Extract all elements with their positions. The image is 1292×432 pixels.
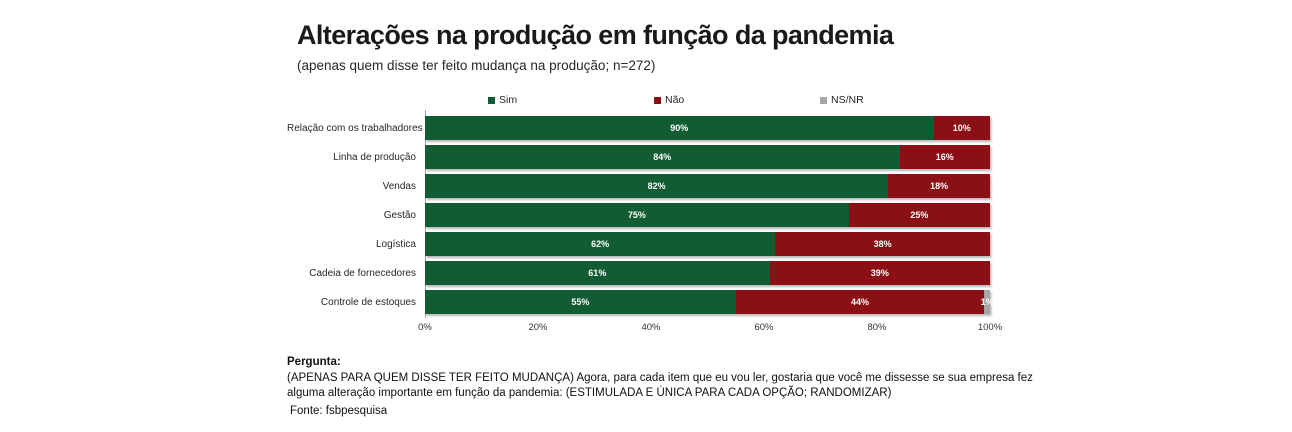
bar-stack: 75% 25% <box>425 203 990 227</box>
bar-value-label: 75% <box>627 210 646 220</box>
bar-value-label: 38% <box>873 239 892 249</box>
bar-segment-no: 18% <box>888 174 990 198</box>
bar-segment-nsnr: 1% <box>981 290 994 314</box>
category-label: Cadeia de fornecedores <box>309 267 416 279</box>
bar-value-label: 82% <box>647 181 666 191</box>
bar-value-label: 18% <box>930 181 949 191</box>
bar-segment-sim: 62% <box>425 232 776 256</box>
bar-value-label: 44% <box>851 297 870 307</box>
legend-label: NS/NR <box>831 94 864 106</box>
bar-value-label: 10% <box>952 123 971 133</box>
chart-row: Gestão 75% 25% <box>287 203 990 227</box>
bar-value-label: 39% <box>870 268 889 278</box>
bar-segment-sim: 82% <box>425 174 889 198</box>
bar-segment-sim: 84% <box>425 145 900 169</box>
legend-label: Sim <box>499 94 518 106</box>
bar-segment-sim: 55% <box>425 290 736 314</box>
bar-stack: 82% 18% <box>425 174 990 198</box>
category-label: Relação com os trabalhadores <box>287 122 423 134</box>
bar-value-label: 1% <box>980 297 994 307</box>
chart-row: Controle de estoques 55% 44% 1% <box>287 290 994 314</box>
bar-segment-no: 39% <box>769 261 990 285</box>
bar-value-label: 61% <box>588 268 607 278</box>
legend-label: Não <box>665 94 685 106</box>
bar-segment-sim: 75% <box>425 203 849 227</box>
chart-row: Logística 62% 38% <box>287 232 990 256</box>
footer-question-text: (APENAS PARA QUEM DISSE TER FEITO MUDANÇ… <box>287 372 1033 399</box>
bar-stack: 62% 38% <box>425 232 990 256</box>
bar-stack: 84% 16% <box>425 145 990 169</box>
bar-segment-sim: 61% <box>425 261 770 285</box>
bar-segment-no: 38% <box>775 232 990 256</box>
plot-rows: Relação com os trabalhadores 90% 10% Linha … <box>287 110 994 319</box>
legend-item-sim: Sim <box>488 93 654 107</box>
chart-legend: Sim Não NS/NR <box>425 93 990 107</box>
x-tick-label: 20% <box>528 322 548 333</box>
legend-swatch-icon <box>654 96 661 104</box>
legend-item-no: Não <box>654 93 820 107</box>
x-tick-label: 60% <box>754 322 774 333</box>
category-label: Linha de produção <box>333 151 416 163</box>
chart-row: Vendas 82% 18% <box>287 174 990 198</box>
chart-row: Linha de produção 84% 16% <box>287 145 990 169</box>
bar-value-label: 62% <box>591 239 610 249</box>
category-label: Logística <box>375 238 416 250</box>
footer-question-label: Pergunta: <box>287 356 341 368</box>
chart-row: Cadeia de fornecedores 61% 39% <box>287 261 990 285</box>
legend-swatch-icon <box>488 96 495 104</box>
x-tick-label: 40% <box>641 322 661 333</box>
bar-stack: 90% 10% <box>425 116 990 140</box>
bar-segment-no: 10% <box>933 116 990 140</box>
x-tick-label: 80% <box>867 322 887 333</box>
bar-segment-no: 25% <box>848 203 990 227</box>
bar-segment-sim: 90% <box>425 116 934 140</box>
x-tick-label: 100% <box>977 322 1003 333</box>
bar-value-label: 55% <box>571 297 590 307</box>
bar-stack: 61% 39% <box>425 261 990 285</box>
x-axis-ticks: 0% 20% 40% 60% 80% 100% <box>418 322 1002 336</box>
x-tick-label: 0% <box>418 322 432 333</box>
bar-value-label: 84% <box>653 152 672 162</box>
bar-value-label: 16% <box>935 152 954 162</box>
legend-swatch-icon <box>820 96 827 104</box>
category-label: Vendas <box>382 180 416 192</box>
bar-value-label: 25% <box>910 210 929 220</box>
page-title: Alterações na produção em função da pand… <box>297 20 894 50</box>
footer-source: Fonte: fsbpesquisa <box>290 405 388 417</box>
legend-item-nsnr: NS/NR <box>820 93 986 107</box>
chart-row: Relação com os trabalhadores 90% 10% <box>287 116 990 140</box>
category-label: Controle de estoques <box>320 296 416 308</box>
bar-stack: 55% 44% 1% <box>425 290 994 314</box>
bar-value-label: 90% <box>670 123 689 133</box>
page-subtitle: (apenas quem disse ter feito mudança na … <box>297 58 656 73</box>
category-label: Gestão <box>383 209 416 221</box>
bar-segment-no: 16% <box>899 145 990 169</box>
bar-segment-no: 44% <box>735 290 985 314</box>
